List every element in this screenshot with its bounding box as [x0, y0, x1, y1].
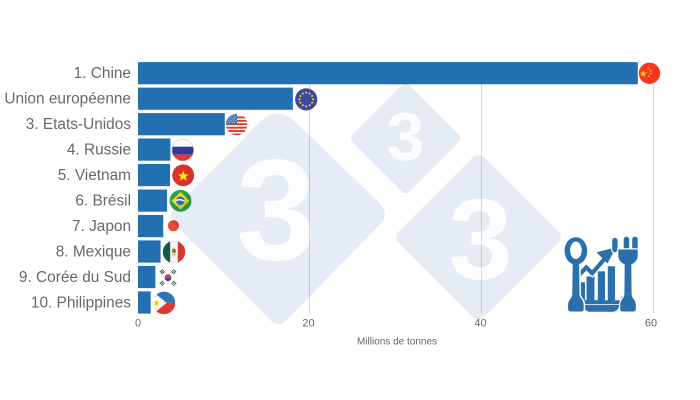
svg-text:4. Russie: 4. Russie	[67, 141, 131, 158]
svg-text:3: 3	[386, 99, 424, 175]
svg-text:7. Japon: 7. Japon	[72, 218, 131, 235]
svg-text:5. Vietnam: 5. Vietnam	[58, 167, 131, 184]
svg-text:Millions de tonnes: Millions de tonnes	[357, 337, 437, 348]
svg-text:1. Chine: 1. Chine	[74, 65, 131, 82]
svg-text:3. Etats-Unidos: 3. Etats-Unidos	[26, 116, 132, 133]
svg-text:40: 40	[474, 318, 486, 330]
svg-text:10. Philippines: 10. Philippines	[31, 294, 131, 311]
svg-text:8. Mexique: 8. Mexique	[56, 243, 131, 260]
svg-text:6. Brésil: 6. Brésil	[75, 192, 131, 209]
svg-text:60: 60	[645, 318, 657, 330]
svg-text:0: 0	[135, 318, 141, 330]
svg-text:Union européenne: Union européenne	[4, 91, 131, 108]
svg-text:3: 3	[448, 176, 512, 304]
svg-text:9. Corée du Sud: 9. Corée du Sud	[19, 269, 131, 286]
svg-text:3: 3	[236, 130, 316, 291]
svg-text:20: 20	[302, 318, 314, 330]
